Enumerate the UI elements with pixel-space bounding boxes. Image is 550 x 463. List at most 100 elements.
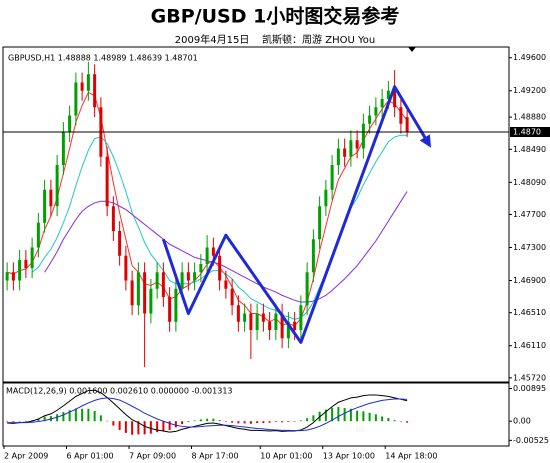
macd-histogram-bar [393,420,396,422]
candle-body [61,131,65,165]
candle-body [268,321,272,331]
macd-histogram-bar [187,421,190,422]
macd-histogram-bar [331,407,334,422]
candle-body [218,255,222,281]
candle-body [174,288,178,322]
candle-body [224,280,228,289]
macd-histogram-bar [137,421,140,435]
macd-histogram-bar [268,421,271,423]
y-tick-label: 1.46510 [513,308,546,317]
candle-body [143,272,147,314]
candle-body [86,74,90,91]
macd-histogram-bar [356,410,359,422]
candle-body [243,313,247,322]
candle-body [193,272,197,281]
candle-body [380,98,384,108]
chart-title: GBP/USD 1小时图交易参考 [151,5,400,28]
candle-body [324,189,328,207]
candle-body [155,272,159,289]
x-tick-label: 13 Apr 10:00 [323,452,375,461]
candle-body [305,272,309,306]
candle-body [205,247,209,265]
macd-histogram-bar [212,418,215,422]
candle-body [68,115,72,132]
candle-body [111,206,115,232]
macd-histogram-bar [206,418,209,422]
macd-histogram-bar [293,421,296,422]
macd-histogram-bar [324,409,327,422]
trend-annotation [161,85,431,344]
candle-body [330,164,334,190]
macd-histogram-bar [87,408,90,422]
candle-body [49,189,53,207]
x-tick-label: 6 Apr 01:00 [67,452,114,461]
y-tick-label: 1.47700 [513,210,546,219]
y-tick-label: 1.46900 [513,276,546,285]
macd-histogram-bar [68,410,71,422]
macd-line [7,389,408,433]
candle-body [136,272,140,306]
macd-histogram-bar [199,419,202,422]
macd-histogram-bar [274,421,277,422]
moving-average [44,191,408,303]
macd-histogram-bar [399,421,402,422]
candle-body [299,305,303,331]
candle-body [286,321,290,339]
macd-histogram-bar [149,421,152,434]
candle-body [180,272,184,289]
candle-body [280,313,284,339]
candle-body [261,313,265,322]
macd-histogram-bar [256,421,259,424]
y-tick-label: 1.45720 [513,373,546,382]
candle-body [24,259,28,269]
y-tick-label: 1.48880 [513,113,546,122]
candle-body [311,239,315,273]
macd-histogram-bar [168,421,171,430]
macd-histogram-bar [112,421,115,426]
macd-histogram-bar [406,421,409,423]
x-tick-label: 7 Apr 09:00 [129,452,176,461]
macd-histogram-bar [299,420,302,422]
macd-histogram-bar [131,421,134,435]
current-price-box [510,126,550,137]
candle-body [36,222,40,248]
macd-histogram-bar [93,410,96,422]
macd-histogram-bar [18,421,21,422]
macd-histogram-bar [143,421,146,435]
candle-body [361,123,365,149]
macd-histogram-bar [281,421,284,423]
y-tick-label: 0.00895 [513,384,546,393]
price-header: GBPUSD,H1 1.48888 1.48989 1.48639 1.4870… [8,54,198,63]
candle-body [43,189,47,223]
candle-body [255,313,259,331]
y-tick-label: 0.00 [513,417,531,426]
candle-body [318,206,322,240]
macd-histogram-bar [43,416,46,422]
candle-body [93,74,97,108]
candle-body [236,305,240,322]
y-tick-label: 1.46110 [513,341,546,350]
macd-histogram-bar [362,411,365,422]
candle-body [405,117,409,132]
macd-histogram-bar [106,420,109,422]
macd-histogram-bar [343,408,346,422]
candle-body [393,90,397,108]
macd-histogram-bar [381,416,384,422]
macd-histogram-bar [174,421,177,428]
macd-histogram-bar [243,421,246,424]
candle-body [374,107,378,116]
macd-histogram-bar [181,421,184,425]
macd-histogram-bar [349,408,352,422]
macd-histogram-bar [118,421,121,430]
candle-body [105,156,109,207]
macd-histogram-bar [287,421,290,422]
macd-histogram-bar [262,421,265,424]
y-tick-label: 1.47300 [513,243,546,252]
macd-histogram-bar [249,421,252,424]
macd-histogram-bar [99,415,102,422]
candle-body [168,297,172,322]
y-tick-label: 1.49600 [513,53,546,62]
x-tick-label: 14 Apr 18:00 [385,452,437,461]
macd-histogram-bar [37,418,40,422]
